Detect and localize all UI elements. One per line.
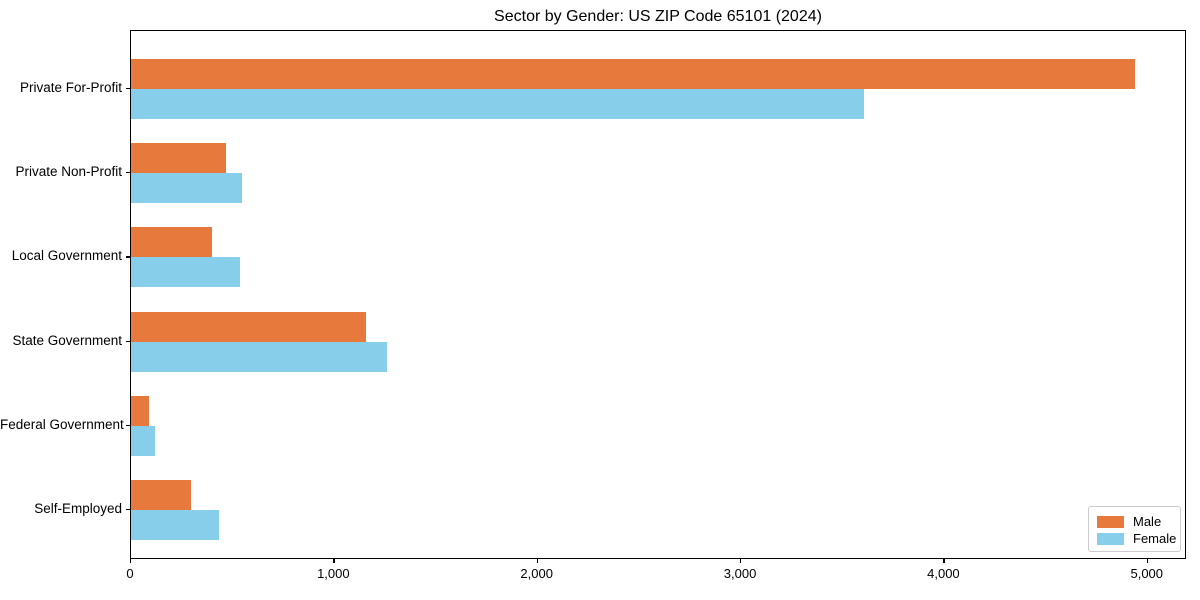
female-series-swatch — [1097, 532, 1124, 545]
legend-label-male: Male — [1133, 514, 1162, 529]
y-tick-label-3: State Government — [12, 332, 122, 348]
legend: Male Female — [1088, 506, 1181, 552]
x-tick-label-3: 3,000 — [723, 566, 757, 581]
x-tick-mark — [740, 559, 742, 563]
x-tick-mark — [943, 559, 945, 563]
x-tick-label-4: 4,000 — [927, 566, 960, 581]
legend-item-male: Male — [1097, 513, 1180, 530]
x-tick-label-2: 2,000 — [520, 566, 553, 581]
bar-female-4 — [131, 425, 156, 456]
x-tick-mark — [536, 559, 538, 563]
legend-item-female: Female — [1097, 530, 1180, 547]
y-tick-label-2: Local Government — [11, 248, 122, 264]
y-tick-mark — [126, 340, 130, 342]
x-tick-label-5: 5,000 — [1130, 566, 1164, 581]
y-tick-mark — [126, 256, 130, 258]
x-tick-mark — [333, 559, 335, 563]
bar-female-2 — [131, 257, 240, 288]
bar-male-5 — [131, 480, 191, 510]
plot-area — [130, 30, 1186, 559]
x-tick-label-1: 1,000 — [317, 566, 350, 581]
y-tick-label-4: Federal Government — [0, 416, 124, 432]
bar-female-1 — [131, 173, 242, 204]
male-series-swatch — [1097, 515, 1124, 528]
y-tick-mark — [126, 509, 130, 511]
y-tick-label-5: Self-Employed — [34, 501, 122, 516]
x-tick-label-0: 0 — [126, 566, 134, 581]
bar-male-3 — [131, 311, 367, 342]
x-tick-mark — [130, 559, 132, 563]
bar-male-0 — [131, 59, 1135, 89]
y-tick-label-1: Private Non-Profit — [15, 164, 122, 180]
x-tick-mark — [1146, 559, 1148, 563]
y-tick-mark — [126, 88, 130, 90]
bar-female-0 — [131, 89, 864, 119]
y-tick-mark — [126, 424, 130, 426]
chart-title: Sector by Gender: US ZIP Code 65101 (202… — [494, 8, 822, 25]
y-tick-mark — [126, 172, 130, 174]
legend-label-female: Female — [1133, 531, 1177, 546]
bar-female-5 — [131, 510, 220, 540]
bar-male-1 — [131, 143, 227, 174]
y-tick-label-0: Private For-Profit — [19, 80, 122, 95]
bar-male-4 — [131, 395, 150, 426]
bar-male-2 — [131, 227, 213, 258]
bar-female-3 — [131, 341, 387, 372]
